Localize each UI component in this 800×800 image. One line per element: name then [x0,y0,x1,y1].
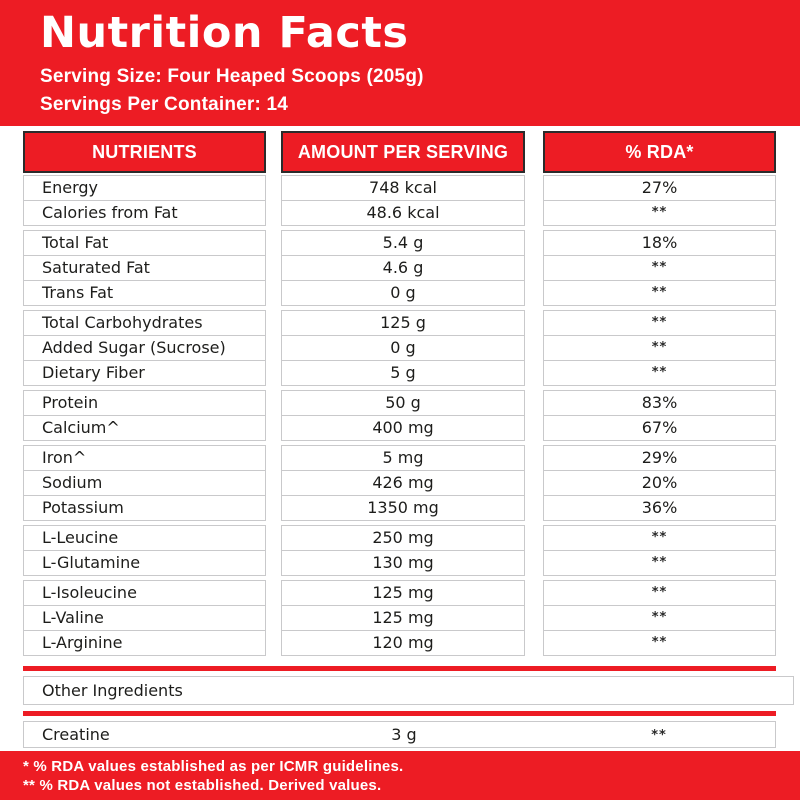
rda-cell: ** [544,360,775,385]
amount-cell: 250 mg [372,528,434,547]
nutrient-cell: Iron^ [42,448,87,467]
rda-cell: ** [544,335,775,360]
footnotes-band: * % RDA values established as per ICMR g… [0,751,800,800]
rda-cell: 20% [544,470,775,495]
amount-cell: 3 g [391,725,417,744]
amount-cell: 748 kcal [369,178,437,197]
table-group: ** ** ** [543,310,776,386]
amount-cell: 125 mg [282,605,524,630]
other-ingredients-section-header: Other Ingredients [23,676,794,705]
amount-cell: 4.6 g [282,255,524,280]
nutrients-column-body: Energy Calories from Fat Total Fat Saturate… [23,175,266,656]
table-group: Energy Calories from Fat [23,175,266,226]
rda-cell: ** [651,585,668,600]
rda-cell: ** [651,315,668,330]
rda-cell: ** [544,200,775,225]
table-group: 748 kcal 48.6 kcal [281,175,525,226]
rda-cell: ** [544,280,775,305]
table-group: 18% ** ** [543,230,776,306]
table-group: 27% ** [543,175,776,226]
amount-cell: 120 mg [282,630,524,655]
page-title: Nutrition Facts [40,8,409,58]
table-group: 5 mg 426 mg 1350 mg [281,445,525,521]
amount-cell: 125 mg [372,583,434,602]
table-group: 29% 20% 36% [543,445,776,521]
nutrient-cell: L-Isoleucine [42,583,137,602]
rda-cell: ** [651,530,668,545]
nutrient-cell: Dietary Fiber [24,360,265,385]
column-header-rda: % RDA* [543,131,776,173]
nutrient-cell: Potassium [24,495,265,520]
serving-size-text: Serving Size: Four Heaped Scoops (205g) [40,66,424,87]
amount-cell: 125 g [380,313,426,332]
amount-cell: 5 g [282,360,524,385]
nutrient-cell: Calcium^ [24,415,265,440]
label-header-band: Nutrition Facts Serving Size: Four Heape… [0,0,800,126]
amount-cell: 130 mg [282,550,524,575]
rda-cell: 27% [641,178,678,197]
rda-cell: 18% [641,233,678,252]
table-row: Creatine 3 g ** [23,721,776,748]
rda-cell: 67% [544,415,775,440]
rda-column: % RDA* 27% ** 18% ** ** ** ** ** 83% 67% 29% 20% 36%… [543,131,776,656]
table-group: 83% 67% [543,390,776,441]
nutrient-cell: L-Arginine [24,630,265,655]
table-group: L-Isoleucine L-Valine L-Arginine [23,580,266,656]
nutrient-cell: Protein [42,393,99,412]
nutrient-cell: L-Glutamine [24,550,265,575]
amount-cell: 48.6 kcal [282,200,524,225]
table-group: ** ** [543,525,776,576]
nutrient-cell: Energy [42,178,99,197]
amount-cell: 5 mg [382,448,424,467]
rda-cell: ** [651,728,667,743]
nutrient-cell: Creatine [42,725,110,744]
section-divider-rule [23,711,776,716]
nutrient-cell: L-Leucine [42,528,119,547]
rda-cell: ** [544,630,775,655]
amount-column: AMOUNT PER SERVING 748 kcal 48.6 kcal 5.4 … [281,131,525,656]
nutrient-cell: Saturated Fat [24,255,265,280]
nutrients-column: NUTRIENTS Energy Calories from Fat Total F… [23,131,266,656]
rda-cell: ** [544,550,775,575]
amount-cell: 50 g [385,393,421,412]
table-group: Iron^ Sodium Potassium [23,445,266,521]
table-group: ** ** ** [543,580,776,656]
nutrient-cell: Trans Fat [24,280,265,305]
nutrient-cell: Calories from Fat [24,200,265,225]
amount-cell: 0 g [282,280,524,305]
table-group: 50 g 400 mg [281,390,525,441]
rda-cell: 29% [641,448,678,467]
table-group: L-Leucine L-Glutamine [23,525,266,576]
other-ingredients-label: Other Ingredients [42,681,183,700]
table-group: 250 mg 130 mg [281,525,525,576]
servings-per-container-text: Servings Per Container: 14 [40,94,289,115]
table-group: Total Fat Saturated Fat Trans Fat [23,230,266,306]
column-header-amount: AMOUNT PER SERVING [281,131,525,173]
nutrient-cell: Total Carbohydrates [42,313,203,332]
rda-cell: 83% [641,393,678,412]
amount-cell: 0 g [282,335,524,360]
column-header-nutrients: NUTRIENTS [23,131,266,173]
amount-cell: 5.4 g [382,233,424,252]
amount-cell: 400 mg [282,415,524,440]
table-group: 125 mg 125 mg 120 mg [281,580,525,656]
rda-cell: 36% [544,495,775,520]
table-group: Protein Calcium^ [23,390,266,441]
rda-column-body: 27% ** 18% ** ** ** ** ** 83% 67% 29% 20% 36% ** ** ** *… [543,175,776,656]
nutrient-cell: Added Sugar (Sucrose) [24,335,265,360]
amount-cell: 1350 mg [282,495,524,520]
table-group: Total Carbohydrates Added Sugar (Sucrose)… [23,310,266,386]
footnote-rda-established: * % RDA values established as per ICMR g… [23,758,404,775]
section-divider-rule [23,666,776,671]
amount-cell: 426 mg [282,470,524,495]
nutrient-cell: L-Valine [24,605,265,630]
rda-cell: ** [544,605,775,630]
rda-cell: ** [544,255,775,280]
footnote-rda-not-established: ** % RDA values not established. Derived… [23,777,382,794]
nutrient-cell: Sodium [24,470,265,495]
nutrient-cell: Total Fat [42,233,109,252]
